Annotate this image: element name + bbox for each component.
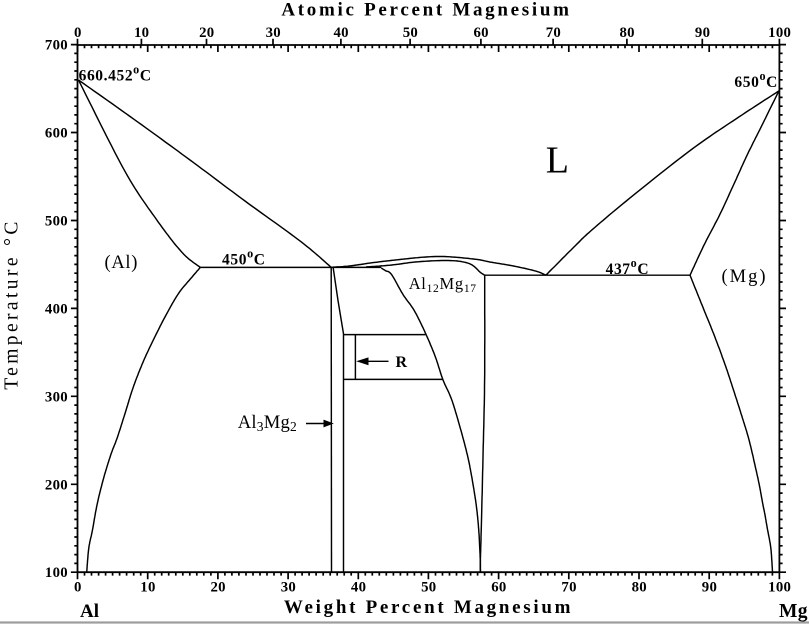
svg-text:60: 60	[491, 579, 506, 595]
svg-text:660.452​oC: 660.452​oC	[79, 62, 152, 84]
svg-text:50: 50	[403, 25, 418, 41]
svg-text:0: 0	[74, 25, 82, 41]
svg-text:40: 40	[333, 25, 348, 41]
svg-text:500: 500	[45, 214, 68, 230]
svg-text:70: 70	[561, 579, 576, 595]
svg-text:0: 0	[74, 579, 82, 595]
svg-text:90: 90	[695, 25, 710, 41]
svg-text:Weight Percent Magnesium: Weight Percent Magnesium	[284, 597, 573, 618]
svg-text:100: 100	[768, 25, 791, 41]
svg-text:Al: Al	[80, 601, 99, 622]
svg-text:L: L	[546, 140, 569, 182]
svg-text:100: 100	[768, 579, 791, 595]
svg-text:30: 30	[266, 25, 281, 41]
svg-text:60: 60	[473, 25, 488, 41]
svg-text:Temperature °C: Temperature °C	[2, 218, 23, 390]
svg-text:650​oC: 650​oC	[734, 69, 778, 91]
svg-text:Atomic Percent Magnesium: Atomic Percent Magnesium	[281, 0, 571, 20]
svg-text:R: R	[396, 354, 408, 371]
svg-text:70: 70	[546, 25, 561, 41]
svg-text:50: 50	[421, 579, 436, 595]
svg-text:30: 30	[281, 579, 296, 595]
svg-text:20: 20	[199, 25, 214, 41]
svg-text:90: 90	[702, 579, 717, 595]
svg-text:100: 100	[45, 565, 68, 581]
svg-text:450​oC: 450​oC	[222, 246, 266, 268]
svg-text:10: 10	[134, 25, 149, 41]
svg-text:(Mg): (Mg)	[722, 267, 768, 287]
svg-text:700: 700	[45, 38, 68, 54]
svg-text:20: 20	[210, 579, 225, 595]
svg-text:10: 10	[140, 579, 155, 595]
svg-text:Al3Mg2: Al3Mg2	[238, 412, 297, 434]
svg-text:300: 300	[45, 389, 68, 405]
svg-text:(Al): (Al)	[105, 253, 139, 273]
svg-text:600: 600	[45, 126, 68, 142]
svg-text:Mg: Mg	[779, 601, 808, 622]
svg-text:80: 80	[632, 579, 647, 595]
svg-text:Al12Mg17: Al12Mg17	[409, 274, 477, 295]
svg-text:80: 80	[619, 25, 634, 41]
svg-text:200: 200	[45, 477, 68, 493]
svg-text:437​oC: 437​oC	[606, 255, 650, 277]
svg-text:40: 40	[351, 579, 366, 595]
svg-text:400: 400	[45, 301, 68, 317]
